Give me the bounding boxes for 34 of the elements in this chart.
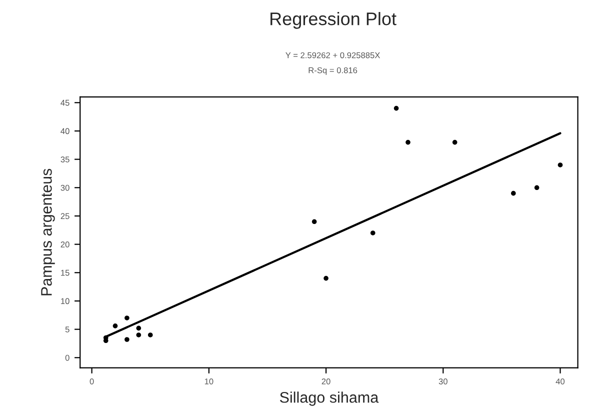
point <box>370 230 376 236</box>
point <box>452 140 458 145</box>
y-tick-label: 0 <box>65 354 70 361</box>
y-tick-label: 40 <box>60 128 70 134</box>
point <box>124 337 130 342</box>
x-axis-title: Sillago sihama <box>280 392 379 406</box>
y-tick-label: 45 <box>60 100 70 106</box>
y-tick-label: 15 <box>61 270 70 276</box>
point <box>112 324 118 328</box>
x-tick-label: 40 <box>556 378 565 384</box>
y-tick-label: 30 <box>60 184 70 191</box>
chart-title: Regression Plot <box>270 12 396 29</box>
x-tick-label: 0 <box>90 378 94 384</box>
x-tick-label: 30 <box>438 378 448 384</box>
x-tick-label: 20 <box>322 378 330 384</box>
y-tick-label: 25 <box>60 213 70 220</box>
chart-subtitle: Y = 2.59262 + 0.925885X R-Sq = 0.816 <box>286 52 380 75</box>
point <box>324 276 328 281</box>
point <box>406 140 410 145</box>
point <box>136 326 142 331</box>
point <box>534 185 540 190</box>
point <box>312 219 317 224</box>
point <box>136 332 142 338</box>
y-tick-label: 5 <box>65 326 70 332</box>
y-axis-title: Pampus argenteus <box>41 168 55 296</box>
y-tick-label: 20 <box>60 242 70 248</box>
y-tick-label: 35 <box>60 156 70 162</box>
y-tick-label: 10 <box>61 298 70 304</box>
point <box>148 332 153 338</box>
point <box>510 190 516 196</box>
point <box>558 162 563 168</box>
x-tick-label: 10 <box>204 378 214 384</box>
point <box>394 106 399 111</box>
point <box>124 316 130 320</box>
